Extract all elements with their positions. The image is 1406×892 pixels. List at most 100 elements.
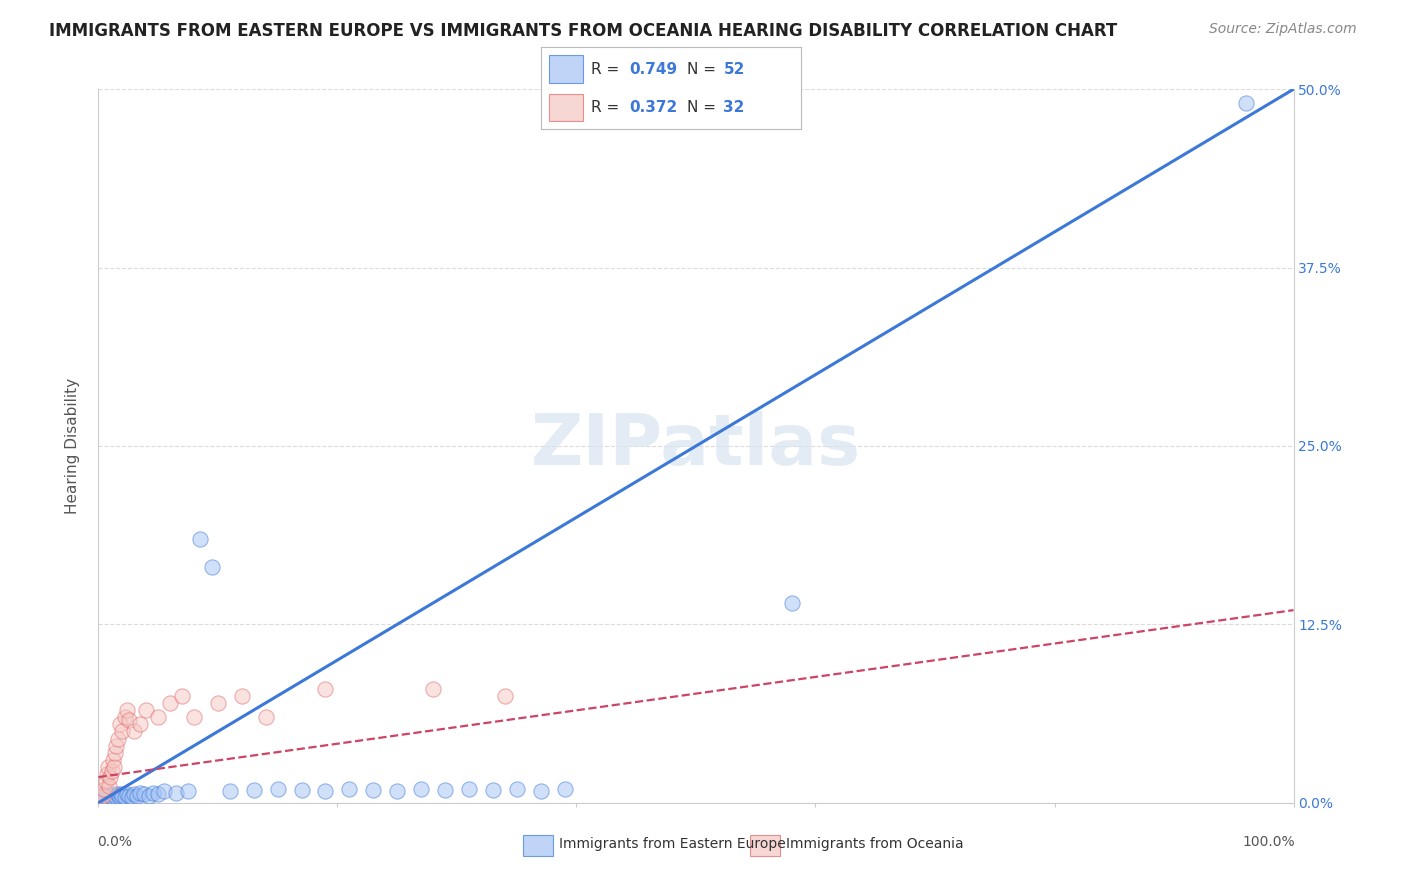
Text: N =: N = (688, 100, 721, 115)
Point (1234, 96, 1257, 111)
Point (422, 681, 444, 696)
Point (219, 784, 242, 798)
Point (96, 790, 118, 805)
Point (201, 560, 224, 574)
Point (165, 786, 187, 800)
Point (434, 783, 457, 797)
Point (339, 781, 361, 796)
Point (159, 696, 181, 710)
Point (363, 783, 385, 797)
Point (177, 784, 200, 798)
Point (90, 787, 112, 801)
Text: IMMIGRANTS FROM EASTERN EUROPE VS IMMIGRANTS FROM OCEANIA HEARING DISABILITY COR: IMMIGRANTS FROM EASTERN EUROPE VS IMMIGR… (49, 22, 1118, 40)
Point (125, 789, 148, 803)
Point (93, 791, 115, 805)
Point (108, 717, 131, 731)
Point (315, 784, 337, 798)
Point (107, 731, 129, 746)
Point (110, 787, 132, 801)
Point (780, 596, 803, 610)
Point (481, 783, 505, 797)
Point (129, 786, 152, 800)
Point (188, 532, 211, 546)
Point (183, 710, 205, 724)
Point (506, 781, 529, 796)
Point (138, 789, 160, 803)
Point (124, 787, 146, 801)
Point (385, 784, 409, 798)
Point (458, 781, 481, 796)
FancyBboxPatch shape (523, 835, 553, 856)
FancyBboxPatch shape (550, 94, 583, 121)
Point (91, 789, 114, 803)
Point (530, 784, 553, 798)
Point (254, 710, 277, 724)
Point (108, 790, 131, 805)
Point (148, 787, 170, 801)
Point (207, 696, 229, 710)
Point (115, 703, 138, 717)
Point (132, 787, 155, 801)
Point (111, 789, 134, 803)
Point (107, 789, 129, 803)
Point (104, 789, 127, 803)
Text: ZIPatlas: ZIPatlas (531, 411, 860, 481)
Text: N =: N = (688, 62, 721, 77)
Text: 0.0%: 0.0% (97, 835, 132, 849)
Point (96, 767, 118, 781)
Point (135, 703, 157, 717)
Point (107, 787, 129, 801)
Point (104, 746, 127, 760)
Point (148, 710, 170, 724)
Point (142, 786, 165, 800)
Point (101, 753, 124, 767)
Point (172, 689, 194, 703)
Text: R =: R = (591, 100, 624, 115)
Point (111, 724, 134, 739)
Text: Immigrants from Oceania: Immigrants from Oceania (786, 838, 963, 851)
FancyBboxPatch shape (749, 835, 780, 856)
Point (90, 789, 112, 803)
Y-axis label: Hearing Disability: Hearing Disability (65, 378, 80, 514)
Point (411, 781, 433, 796)
Point (118, 713, 141, 727)
Point (98, 779, 121, 793)
Point (129, 717, 152, 731)
FancyBboxPatch shape (550, 55, 583, 83)
Point (115, 787, 138, 801)
Point (101, 787, 124, 801)
Point (291, 783, 314, 797)
Point (93, 781, 115, 796)
Point (100, 764, 122, 779)
Point (105, 739, 128, 753)
Text: R =: R = (591, 62, 624, 77)
Point (98, 791, 121, 805)
Point (94, 774, 117, 789)
Point (114, 790, 136, 805)
Text: 32: 32 (724, 100, 745, 115)
Point (243, 783, 266, 797)
Point (554, 781, 576, 796)
Text: Immigrants from Eastern Europe: Immigrants from Eastern Europe (558, 838, 786, 851)
Point (98, 770, 122, 784)
Point (103, 791, 125, 805)
Point (118, 789, 141, 803)
Point (231, 689, 253, 703)
Text: Source: ZipAtlas.com: Source: ZipAtlas.com (1209, 22, 1357, 37)
Point (98, 789, 122, 803)
Point (121, 790, 143, 805)
Text: 100.0%: 100.0% (1241, 835, 1295, 849)
Point (94, 789, 117, 803)
Text: 0.749: 0.749 (630, 62, 678, 77)
Point (97, 787, 120, 801)
Point (91, 790, 114, 805)
Point (91, 787, 114, 801)
Point (114, 710, 136, 724)
Point (267, 781, 290, 796)
Point (97, 760, 120, 774)
Point (494, 689, 516, 703)
Text: 0.372: 0.372 (630, 100, 678, 115)
Point (105, 790, 128, 805)
Point (315, 681, 337, 696)
Point (153, 784, 176, 798)
